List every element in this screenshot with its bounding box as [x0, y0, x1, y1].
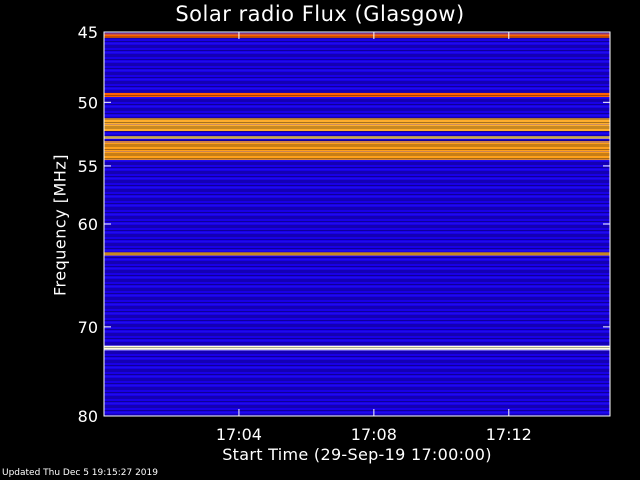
y-tick-label: 80	[78, 407, 98, 426]
y-tick-label: 55	[78, 157, 98, 176]
y-tick-label: 60	[78, 215, 98, 234]
noise-texture	[104, 32, 610, 416]
x-tick-label: 17:12	[486, 425, 532, 444]
x-axis-label: Start Time (29-Sep-19 17:00:00)	[222, 445, 492, 464]
y-tick-label: 50	[78, 93, 98, 112]
y-tick-label: 45	[78, 23, 98, 42]
x-tick-label: 17:04	[216, 425, 262, 444]
x-tick-label: 17:08	[351, 425, 397, 444]
chart-title: Solar radio Flux (Glasgow)	[175, 2, 465, 26]
y-axis-label: Frequency [MHz]	[50, 154, 70, 296]
y-tick-label: 70	[78, 318, 98, 337]
updated-timestamp: Updated Thu Dec 5 19:15:27 2019	[2, 468, 158, 478]
axes: 45 50 55 60 70 80 17:04 17:08 17:12	[78, 23, 611, 444]
